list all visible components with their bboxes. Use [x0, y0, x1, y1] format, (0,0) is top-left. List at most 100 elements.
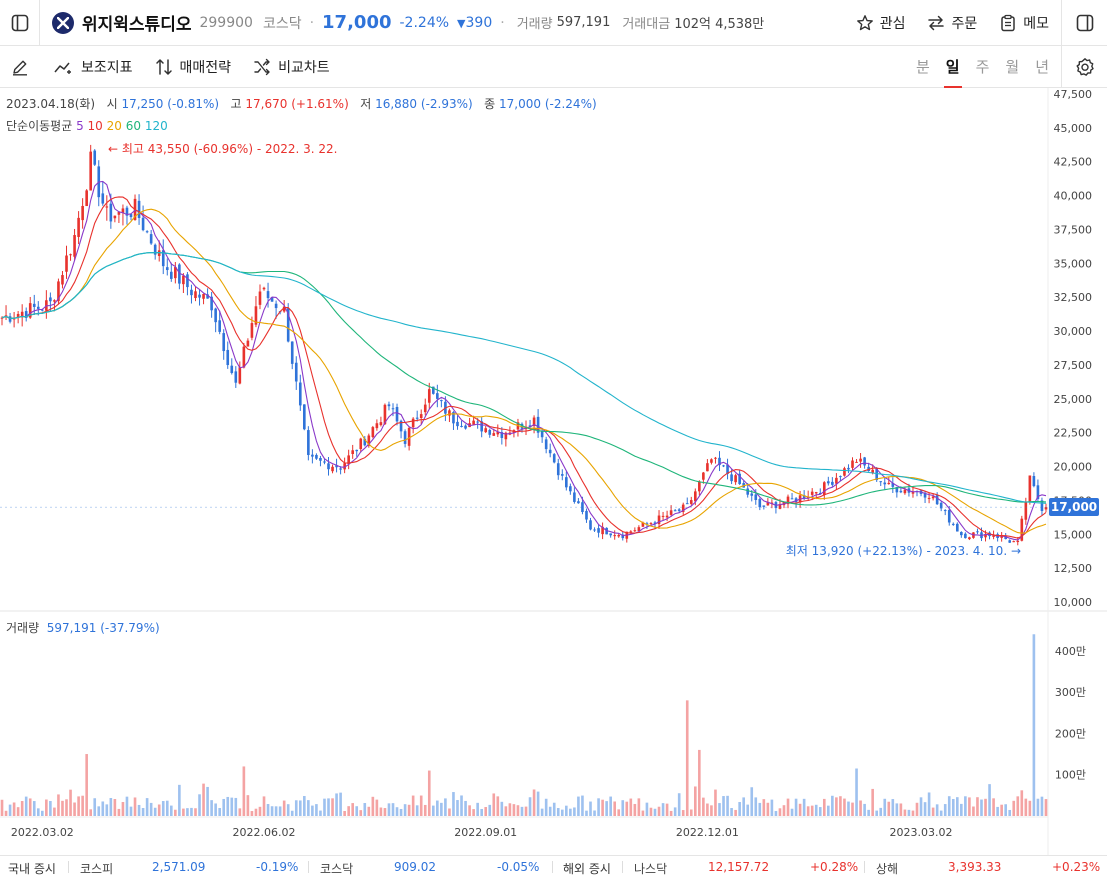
- volume-bar: [863, 803, 866, 816]
- volume-bar: [911, 810, 915, 816]
- volume-bar: [706, 803, 709, 816]
- candle-body: [460, 425, 463, 427]
- candle-body: [1000, 535, 1003, 538]
- volume-bar: [198, 794, 201, 816]
- chart-toolbar: 보조지표 매매전략 비교차트 분 일 주 월 년: [0, 46, 1107, 88]
- volume-label: 거래량: [516, 17, 553, 32]
- candle-body: [464, 425, 467, 429]
- kospi-label[interactable]: 코스피: [80, 862, 114, 876]
- volume-bar: [637, 798, 641, 816]
- volume-bar: [117, 808, 121, 816]
- tab-year[interactable]: 년: [1035, 58, 1049, 76]
- header-actions: 관심 주문 메모: [856, 0, 1049, 46]
- candle-body: [532, 417, 536, 427]
- candle-body: [943, 510, 947, 512]
- volume-bar: [681, 810, 685, 816]
- volume-bar: [311, 805, 314, 816]
- memo-button[interactable]: 메모: [999, 13, 1049, 33]
- candle-body: [117, 211, 121, 215]
- candle-body: [939, 502, 943, 509]
- strategy-button[interactable]: 매매전략: [155, 57, 232, 77]
- volume-bar: [286, 804, 290, 816]
- volume-bar: [331, 798, 334, 816]
- candle-body: [822, 482, 826, 496]
- candle-body: [323, 461, 326, 463]
- volume-bar: [750, 787, 754, 816]
- kosdaq-label[interactable]: 코스닥: [320, 862, 354, 876]
- price-tick-label: 45,000: [1054, 122, 1093, 135]
- candle-body: [202, 294, 205, 299]
- tab-week[interactable]: 주: [975, 58, 990, 76]
- volume-bar: [452, 792, 455, 816]
- volume-bar: [673, 807, 677, 816]
- candle-body: [178, 264, 181, 284]
- volume-bar: [730, 808, 733, 816]
- volume-bar: [440, 802, 443, 816]
- candle-body: [266, 291, 270, 299]
- volume-bar: [343, 811, 346, 816]
- candle-body: [810, 491, 814, 495]
- candle-body: [633, 530, 637, 532]
- volume-bar: [641, 810, 645, 816]
- date-tick-label: 2022.12.01: [676, 826, 739, 839]
- volume-bar: [601, 799, 604, 816]
- volume-bar: [274, 806, 278, 816]
- volume-panel-value: 597,191 (-37.79%): [46, 621, 160, 635]
- volume-bar: [903, 809, 907, 816]
- volume-bar: [367, 806, 371, 816]
- volume-bar: [0, 799, 4, 816]
- chart-settings-button[interactable]: [1061, 46, 1107, 88]
- candle-body: [657, 515, 661, 525]
- candle-body: [895, 486, 899, 493]
- candle-body: [198, 294, 201, 298]
- compare-button[interactable]: 비교차트: [253, 57, 330, 77]
- star-icon: [856, 15, 873, 31]
- updown-arrows-icon: [155, 58, 172, 75]
- tab-day[interactable]: 일: [943, 46, 962, 88]
- volume-bar: [790, 808, 794, 816]
- volume-bar: [129, 806, 133, 816]
- volume-bar: [516, 805, 520, 816]
- volume-bar: [363, 803, 367, 816]
- candle-body: [504, 432, 508, 440]
- volume-bar: [1024, 798, 1028, 816]
- candle-body: [951, 523, 955, 525]
- candle-body: [827, 481, 830, 484]
- volume-bar: [835, 797, 838, 816]
- candle-body: [125, 207, 129, 216]
- strategy-label: 매매전략: [179, 59, 232, 76]
- candle-body: [484, 428, 488, 433]
- tab-month[interactable]: 월: [1005, 58, 1020, 76]
- candle-body: [403, 431, 407, 444]
- volume-bar: [980, 799, 983, 816]
- indicator-button[interactable]: 보조지표: [54, 57, 133, 77]
- volume-tick-label: 200만: [1055, 727, 1086, 740]
- watch-button[interactable]: 관심: [856, 13, 905, 33]
- volume-bar: [508, 803, 512, 816]
- volume-bar: [4, 810, 8, 816]
- volume-bar: [746, 804, 750, 816]
- candle-body: [331, 466, 334, 472]
- candle-body: [395, 406, 399, 422]
- volume-bar: [895, 803, 899, 816]
- candle-body: [61, 275, 64, 285]
- shanghai-label[interactable]: 상해: [876, 862, 899, 876]
- volume-bar: [871, 788, 874, 816]
- candle-body: [355, 449, 359, 452]
- candle-body: [673, 510, 677, 512]
- date-tick-label: 2022.03.02: [11, 826, 74, 839]
- order-button[interactable]: 주문: [927, 13, 977, 33]
- candle-body: [186, 274, 189, 288]
- tab-minute[interactable]: 분: [915, 58, 930, 76]
- drawing-tool-button[interactable]: [0, 46, 40, 88]
- volume-bar: [427, 770, 431, 816]
- volume-bar: [867, 809, 870, 816]
- stock-chart[interactable]: 47,500 45,000 42,500 40,000 37,500 35,000 32,5…: [0, 88, 1107, 855]
- sidebar-toggle-button[interactable]: [0, 0, 40, 46]
- right-panel-toggle-button[interactable]: [1061, 0, 1107, 46]
- candle-body: [262, 287, 266, 290]
- nasdaq-label[interactable]: 나스닥: [634, 862, 668, 876]
- volume-bar: [540, 808, 544, 816]
- volume-bar: [625, 801, 629, 816]
- volume-bar: [395, 807, 399, 816]
